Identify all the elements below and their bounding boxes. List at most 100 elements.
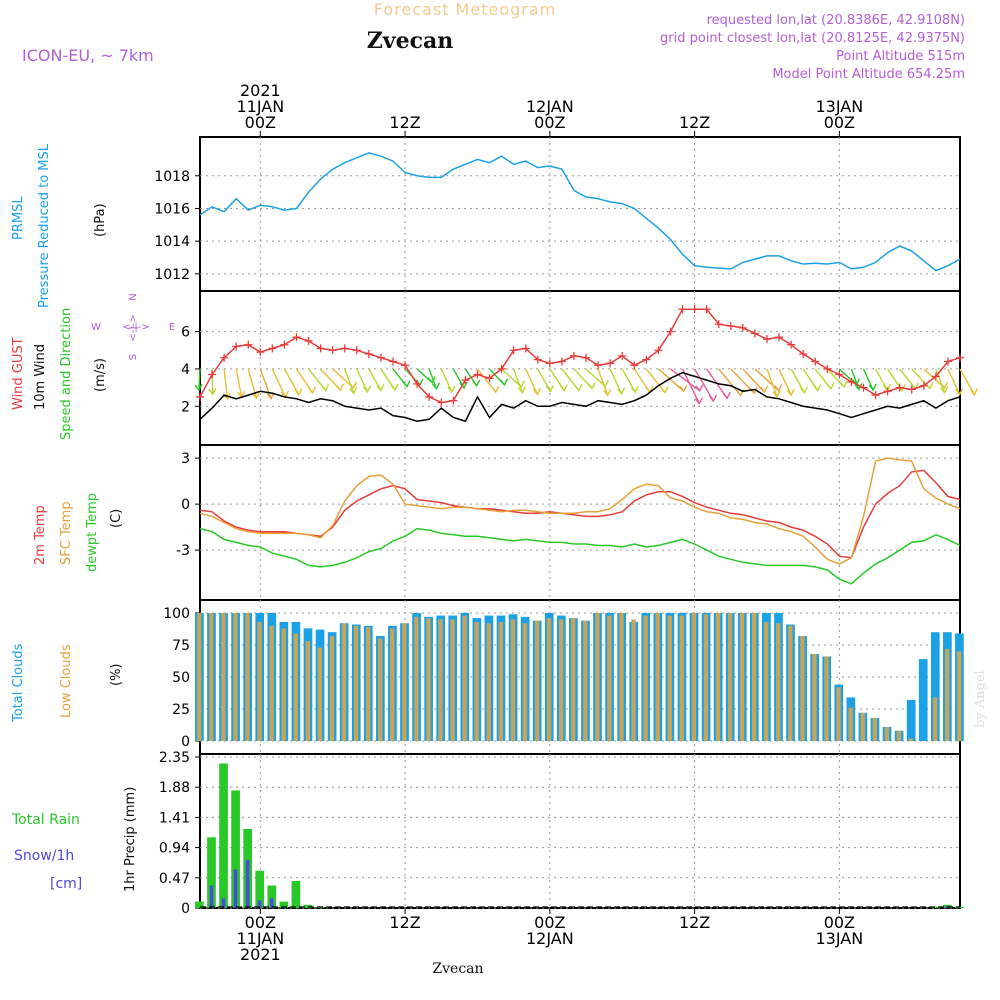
low-cloud-bar <box>414 616 419 741</box>
low-cloud-bar <box>655 613 660 741</box>
snow-bar <box>233 869 238 908</box>
wind-arrow-head <box>390 383 399 392</box>
top-tick-label: 00Z <box>245 113 276 132</box>
low-cloud-bar <box>269 625 274 741</box>
gust-marker <box>328 346 337 355</box>
snow-label: Snow/1h <box>14 848 74 864</box>
wind-arrow <box>223 368 229 400</box>
y-tick-label: 0 <box>181 901 190 917</box>
requested-coords: requested lon,lat (20.8386E, 42.9108N) <box>707 13 965 28</box>
gust-marker <box>750 329 759 338</box>
pressure-panel: 1012 1014 1016 1018 <box>154 136 961 292</box>
gust-marker <box>931 372 940 381</box>
low-cloud-bar <box>812 653 817 741</box>
low-cloud-bar <box>365 627 371 741</box>
low-cloud-bar <box>764 621 769 741</box>
gust-marker <box>292 333 301 342</box>
wind-arrow <box>670 368 701 392</box>
low-cloud-bar <box>197 613 202 741</box>
gust-marker <box>557 357 566 366</box>
low-cloud-bar <box>932 697 938 741</box>
snow-bar <box>257 900 262 908</box>
low-cloud-bar <box>691 613 697 741</box>
low-cloud-bar <box>522 623 528 741</box>
wind-arrow-head <box>630 385 639 394</box>
model-label: ICON-EU, ~ 7km <box>22 46 154 65</box>
gust-marker <box>340 344 349 353</box>
low-cloud-bar <box>510 619 516 741</box>
low-cloud-bar <box>329 636 335 741</box>
rain-bar <box>207 837 216 908</box>
low-cloud-bar <box>751 613 757 741</box>
wind-arrow <box>344 368 355 394</box>
y-tick-label: 6 <box>181 325 190 341</box>
gust-marker <box>811 357 820 366</box>
temperature-panel: -3 0 3 <box>176 444 961 601</box>
wind-arrow <box>271 368 286 398</box>
low-cloud-bar <box>848 707 853 741</box>
gust-marker <box>256 348 265 357</box>
wind-arrow <box>754 368 780 392</box>
low-cloud-bar <box>679 615 684 741</box>
bottom-tick-label: 00Z <box>824 913 855 932</box>
compass-vertical: <-|-> <box>128 314 139 341</box>
gust-marker <box>919 381 928 390</box>
compass-w: W <box>91 322 101 333</box>
low-cloud-bar <box>390 628 395 741</box>
low-cloud-bar <box>860 712 865 741</box>
low-cloud-bar <box>727 613 733 741</box>
bottom-tick-label: 11JAN <box>236 929 284 948</box>
low-cloud-bar <box>317 647 323 741</box>
gust-marker <box>642 355 651 364</box>
panel-frame <box>199 444 961 601</box>
rain-bar <box>930 906 940 908</box>
wind-arrow-head <box>868 383 877 392</box>
wind-arrow <box>525 368 539 395</box>
low-cloud-bar <box>595 613 600 741</box>
low-cloud-bar <box>558 619 564 741</box>
gust-label: Wind GUST <box>11 337 26 410</box>
wind-arrow-head <box>799 386 809 395</box>
wind-arrow-head <box>587 382 596 390</box>
model-altitude: Model Point Altitude 654.25m <box>772 67 965 82</box>
y-tick-label: 0 <box>181 734 190 750</box>
gust-marker <box>569 351 578 360</box>
gust-marker <box>521 344 530 353</box>
gust-marker <box>582 353 591 362</box>
low-cloud-bar <box>281 628 286 741</box>
low-cloud-bar <box>341 623 347 741</box>
low-cloud-bar <box>607 615 612 741</box>
clouds-panel: 0 25 50 75 100 <box>163 599 964 755</box>
tsfc-label: SFC Temp <box>59 501 74 565</box>
gust-marker <box>497 364 506 373</box>
y-tick-label: 25 <box>172 702 190 718</box>
prmsl-label: PRMSL <box>11 196 26 240</box>
snow-bar <box>245 859 250 908</box>
wind-arrow <box>440 368 453 393</box>
wind-arrow-head <box>427 376 436 384</box>
y-tick-label: 100 <box>163 606 190 622</box>
wind-arrow-head <box>307 386 317 395</box>
gust-marker <box>509 346 518 355</box>
gust-marker <box>859 383 868 392</box>
wind-arrow-head <box>194 383 203 392</box>
compass-horizontal: <-|-> <box>122 322 149 333</box>
wind-arrow <box>356 368 369 393</box>
prmsl-desc-label: Pressure Reduced to MSL <box>37 143 52 308</box>
wind-arrow-head <box>472 379 481 388</box>
low-cloud-bar <box>305 641 310 741</box>
wind-arrow <box>657 368 685 392</box>
low-cloud-bar <box>571 618 576 741</box>
low-cloud-bar <box>872 717 877 741</box>
low-cloud-bar <box>534 620 540 741</box>
wind-arrow-head <box>786 388 795 397</box>
wind-arrow <box>935 368 946 393</box>
gust-marker <box>943 357 952 366</box>
gust-marker <box>714 320 723 329</box>
top-tick-label: 11JAN <box>236 97 284 116</box>
wind-arrow-head <box>532 388 542 396</box>
wind-arrow-head <box>603 389 612 397</box>
series-line-10m-wind <box>199 371 961 423</box>
rain-bar <box>303 904 313 908</box>
low-cloud-bar <box>233 613 238 741</box>
